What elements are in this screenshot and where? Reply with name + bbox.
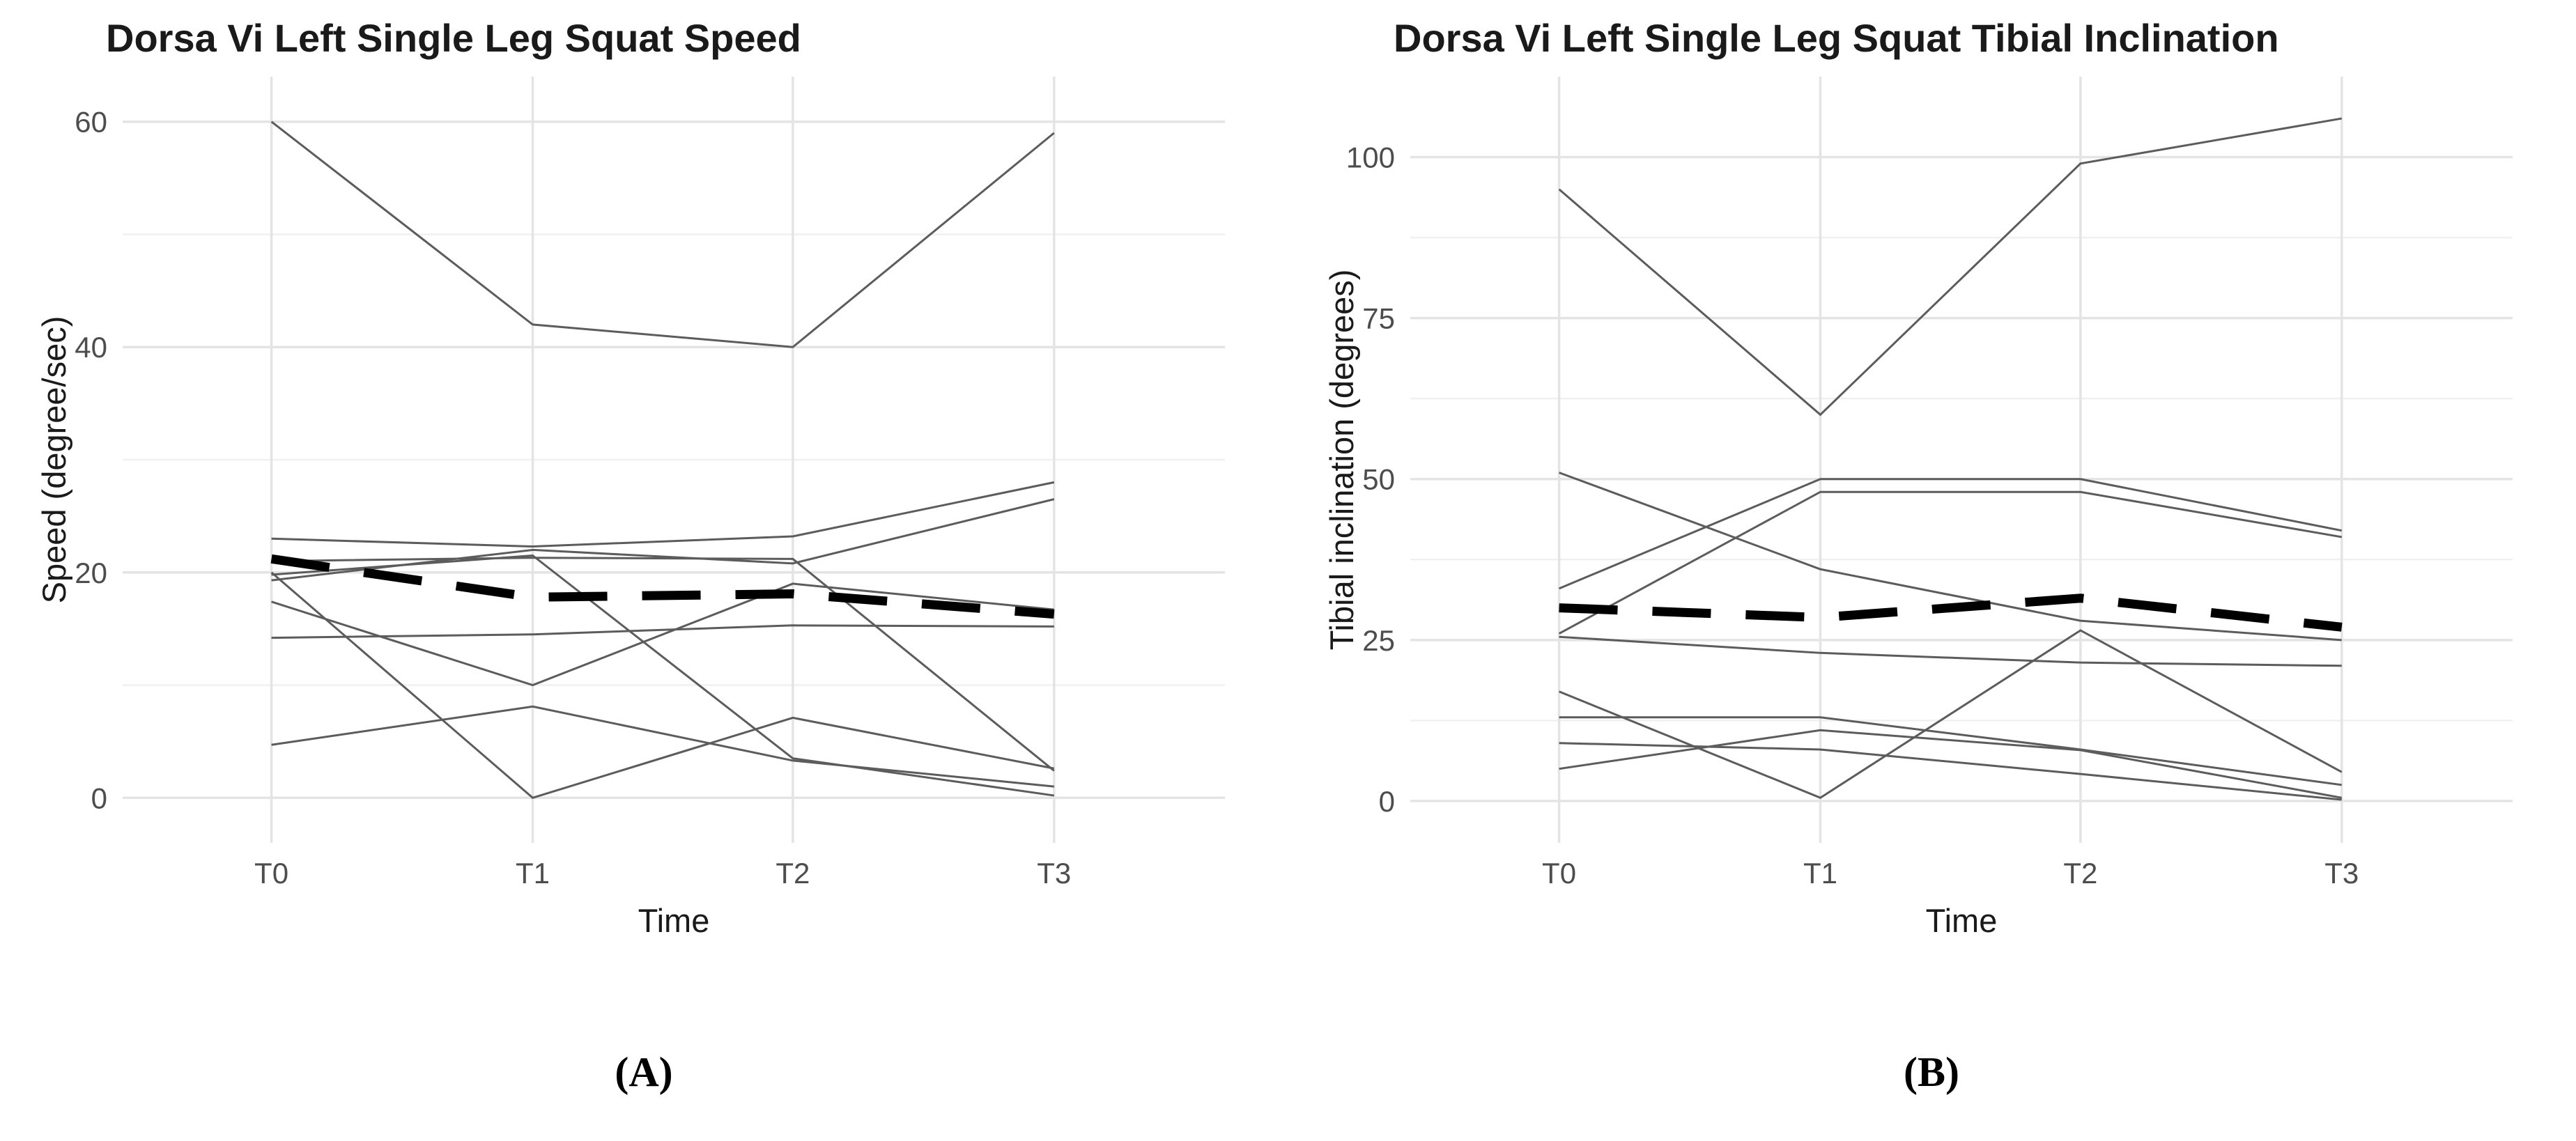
x-tick-label: T0 [254,857,288,890]
y-tick-label: 20 [75,557,107,589]
participant-line [271,481,1055,548]
x-tick-label: T2 [2063,857,2097,890]
x-tick-label: T1 [516,857,550,890]
mean-line [270,554,1055,619]
panel-b-tibial-chart: Dorsa Vi Left Single Leg Squat Tibial In… [1288,0,2575,1141]
y-tick-label: 50 [1362,463,1395,496]
chart-title-speed: Dorsa Vi Left Single Leg Squat Speed [106,16,801,60]
participant-line [270,571,1055,799]
participant-line [1559,635,2342,667]
participant-line [271,705,1054,788]
caption-a: (A) [615,1049,673,1095]
x-axis-title: Time [638,902,710,939]
y-axis-title: Speed (degree/sec) [40,316,72,604]
x-tick-label: T2 [776,857,810,890]
y-tick-label: 0 [91,782,107,814]
x-tick-label: T3 [1037,857,1071,890]
panel-a-speed-chart: Dorsa Vi Left Single Leg Squat Speed 0 20… [40,16,1225,1095]
y-axis-title: Tibial inclination (degrees) [1328,270,1360,651]
participant-line [271,498,1055,582]
participant-line [1559,742,2342,801]
mean-line [1559,593,2343,632]
participant-line [1558,117,2343,417]
participant-line [271,554,1055,797]
participant-line [1559,472,2342,642]
x-axis-title: Time [1926,902,1998,939]
x-tick-label: T3 [2324,857,2359,890]
speed-line-chart: 0 20 40 60 T0 T1 T2 T3 Time Speed (degree/sec) [40,77,1225,939]
y-tick-label: 40 [75,331,107,364]
y-tick-label: 100 [1346,141,1395,174]
participant-line [271,624,1054,639]
participant-line [271,582,1054,687]
participant-line [270,121,1055,348]
participant-line [1559,716,2342,786]
participant-line [1559,729,2343,799]
y-tick-label: 25 [1362,624,1395,657]
participant-line [271,557,1055,772]
y-tick-label: 60 [75,106,107,139]
y-tick-label: 0 [1379,785,1395,818]
participant-line [1558,490,2343,635]
tibial-inclination-line-chart: 0 25 50 75 100 T0 T1 T2 T3 Time Tibial inclination… [1328,77,2513,939]
caption-b: (B) [1904,1049,1959,1095]
x-tick-label: T0 [1542,857,1576,890]
x-tick-label: T1 [1803,857,1837,890]
y-tick-label: 75 [1362,302,1395,335]
participant-line [1559,629,2343,799]
chart-title-tibial-inclination: Dorsa Vi Left Single Leg Squat Tibial In… [1394,16,2279,60]
participant-line [1558,478,2343,590]
